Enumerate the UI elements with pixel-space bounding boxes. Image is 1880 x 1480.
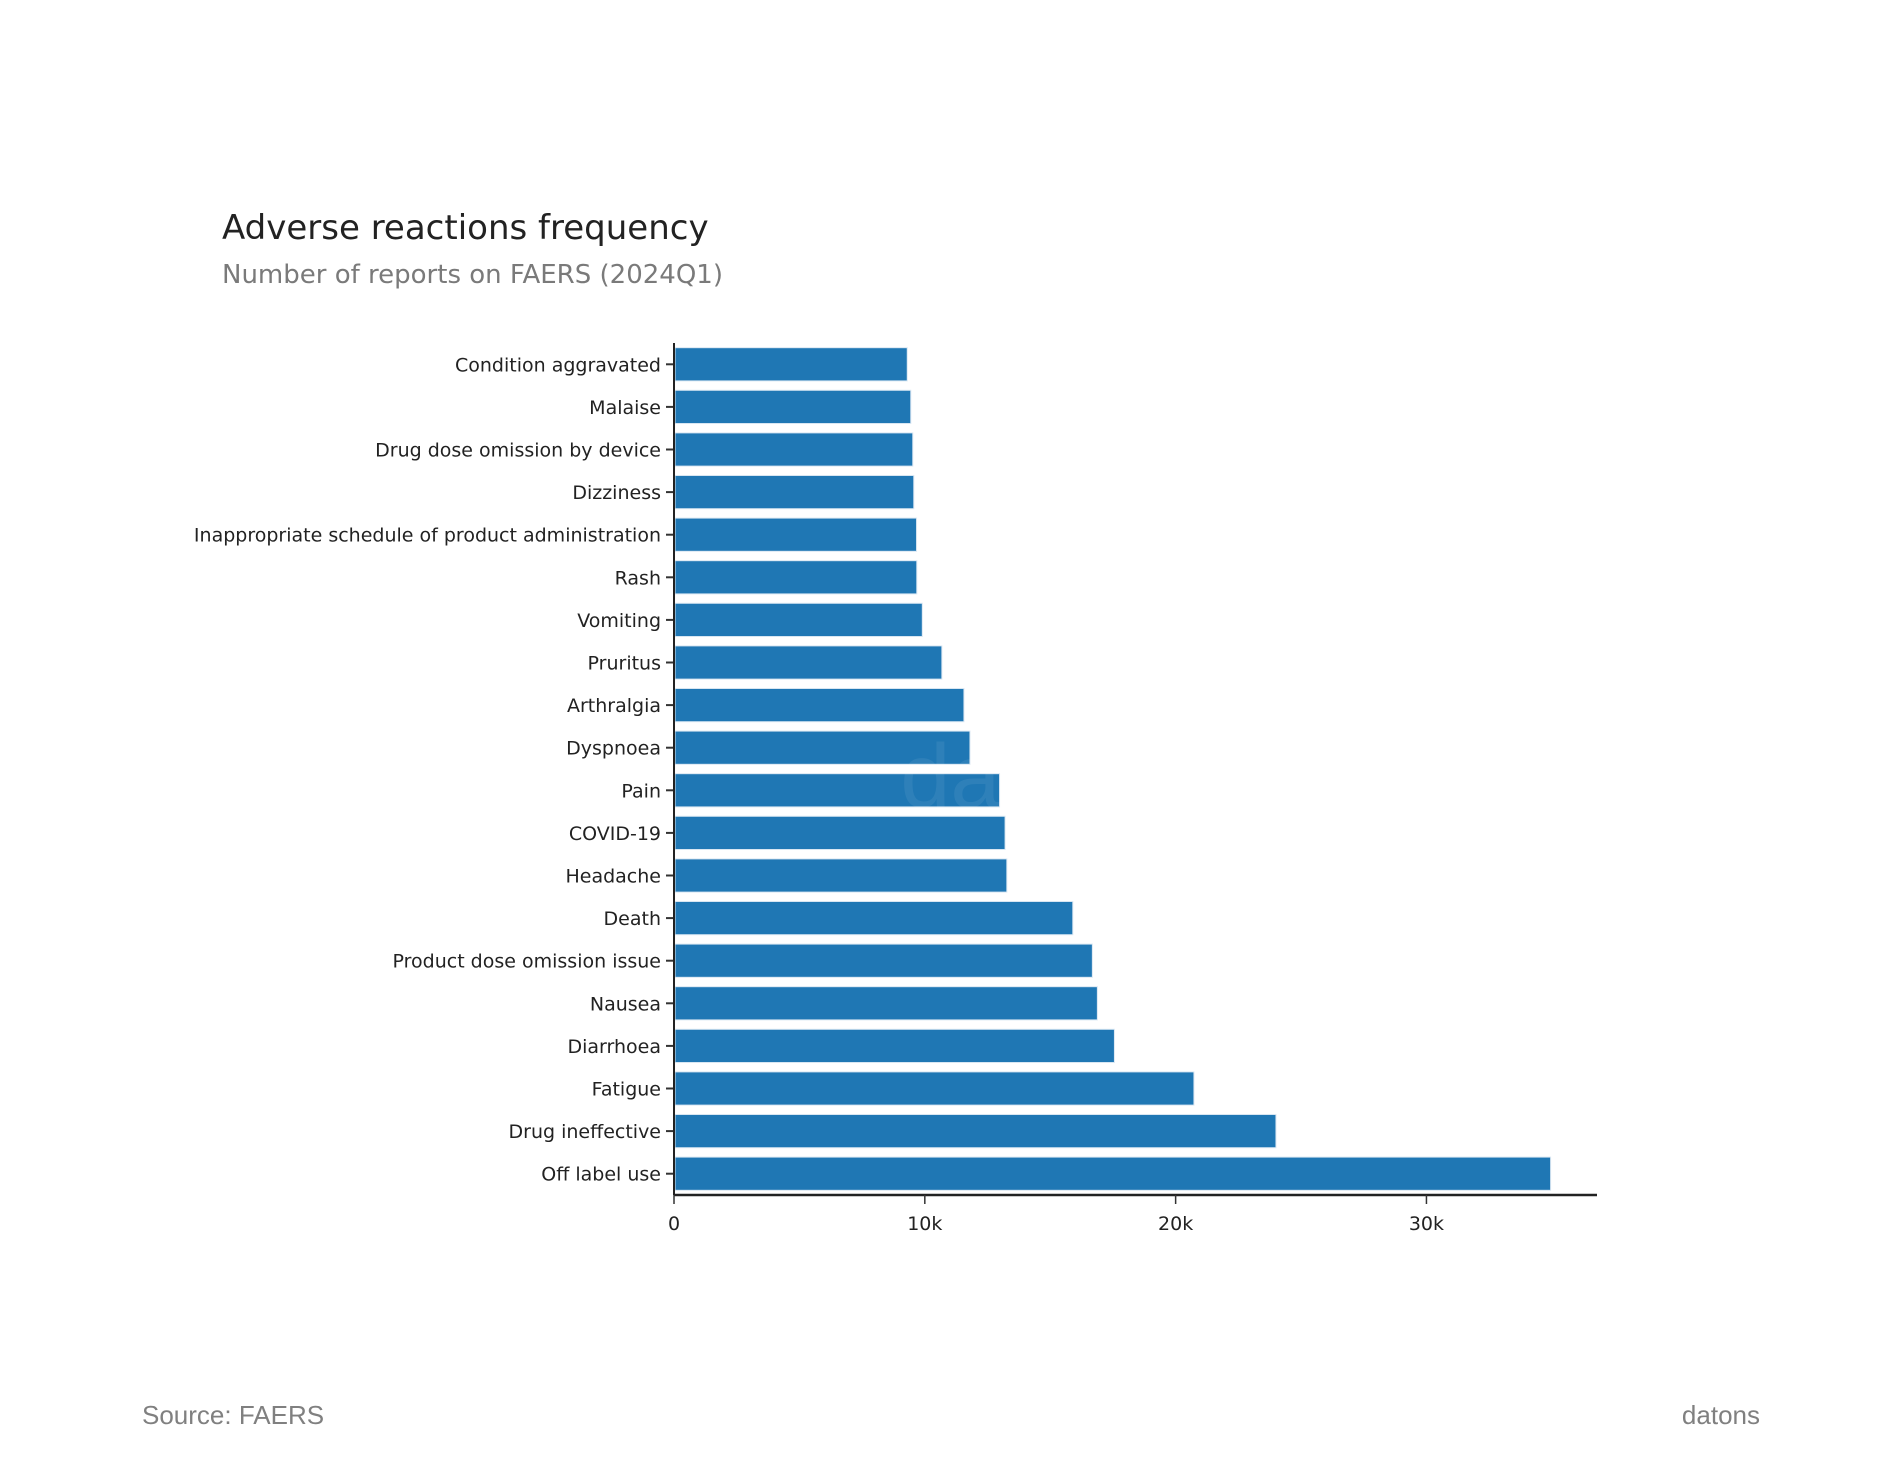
chart-subtitle: Number of reports on FAERS (2024Q1) [222,260,723,290]
bar [674,645,943,680]
y-tick-label: Off label use [541,1164,661,1186]
y-tick-label: Vomiting [577,610,661,632]
y-tick-label: Condition aggravated [455,354,661,376]
bar [674,773,1001,808]
source-note: Source: FAERS [142,1400,325,1430]
bar [674,1113,1277,1149]
x-tick-label: 30k [1409,1213,1444,1235]
y-tick-label: Death [604,908,661,930]
bar [674,560,918,595]
y-tick-label: Drug dose omission by device [375,440,661,462]
brand-label: datons [1681,1400,1760,1430]
bar [674,389,912,425]
bar [674,943,1093,978]
x-tick-label: 20k [1158,1213,1193,1235]
bar [674,986,1098,1021]
x-tick-label: 0 [668,1213,680,1235]
y-tick-label: Dizziness [572,482,661,504]
y-tick-label: Rash [615,567,661,589]
bar [674,347,908,382]
y-tick-label: Pruritus [588,653,661,675]
y-tick-label: Diarrhoea [567,1036,661,1058]
bar [674,900,1074,936]
bar [674,1071,1195,1106]
y-tick-label: Malaise [589,397,661,419]
y-tick-label: Inappropriate schedule of product admini… [194,525,661,547]
y-tick-label: Headache [565,866,661,888]
bar [674,1028,1115,1064]
y-tick-label: Product dose omission issue [393,951,662,973]
chart-title: Adverse reactions frequency [222,208,709,248]
y-tick-label: Fatigue [592,1079,661,1101]
y-tick-label: Nausea [590,993,661,1015]
bar [674,602,923,638]
x-tick-label: 10k [907,1213,942,1235]
bar [674,858,1008,893]
y-tick-label: Arthralgia [567,695,661,717]
y-tick-label: Pain [621,780,661,802]
bar [674,474,915,510]
bar [674,1156,1552,1191]
bar [674,687,965,723]
y-tick-label: Dyspnoea [566,738,661,760]
bar [674,517,918,552]
y-tick-label: Drug ineffective [509,1121,661,1143]
watermark: datons [900,727,1170,827]
y-tick-label: COVID-19 [569,823,661,845]
bar [674,432,914,467]
